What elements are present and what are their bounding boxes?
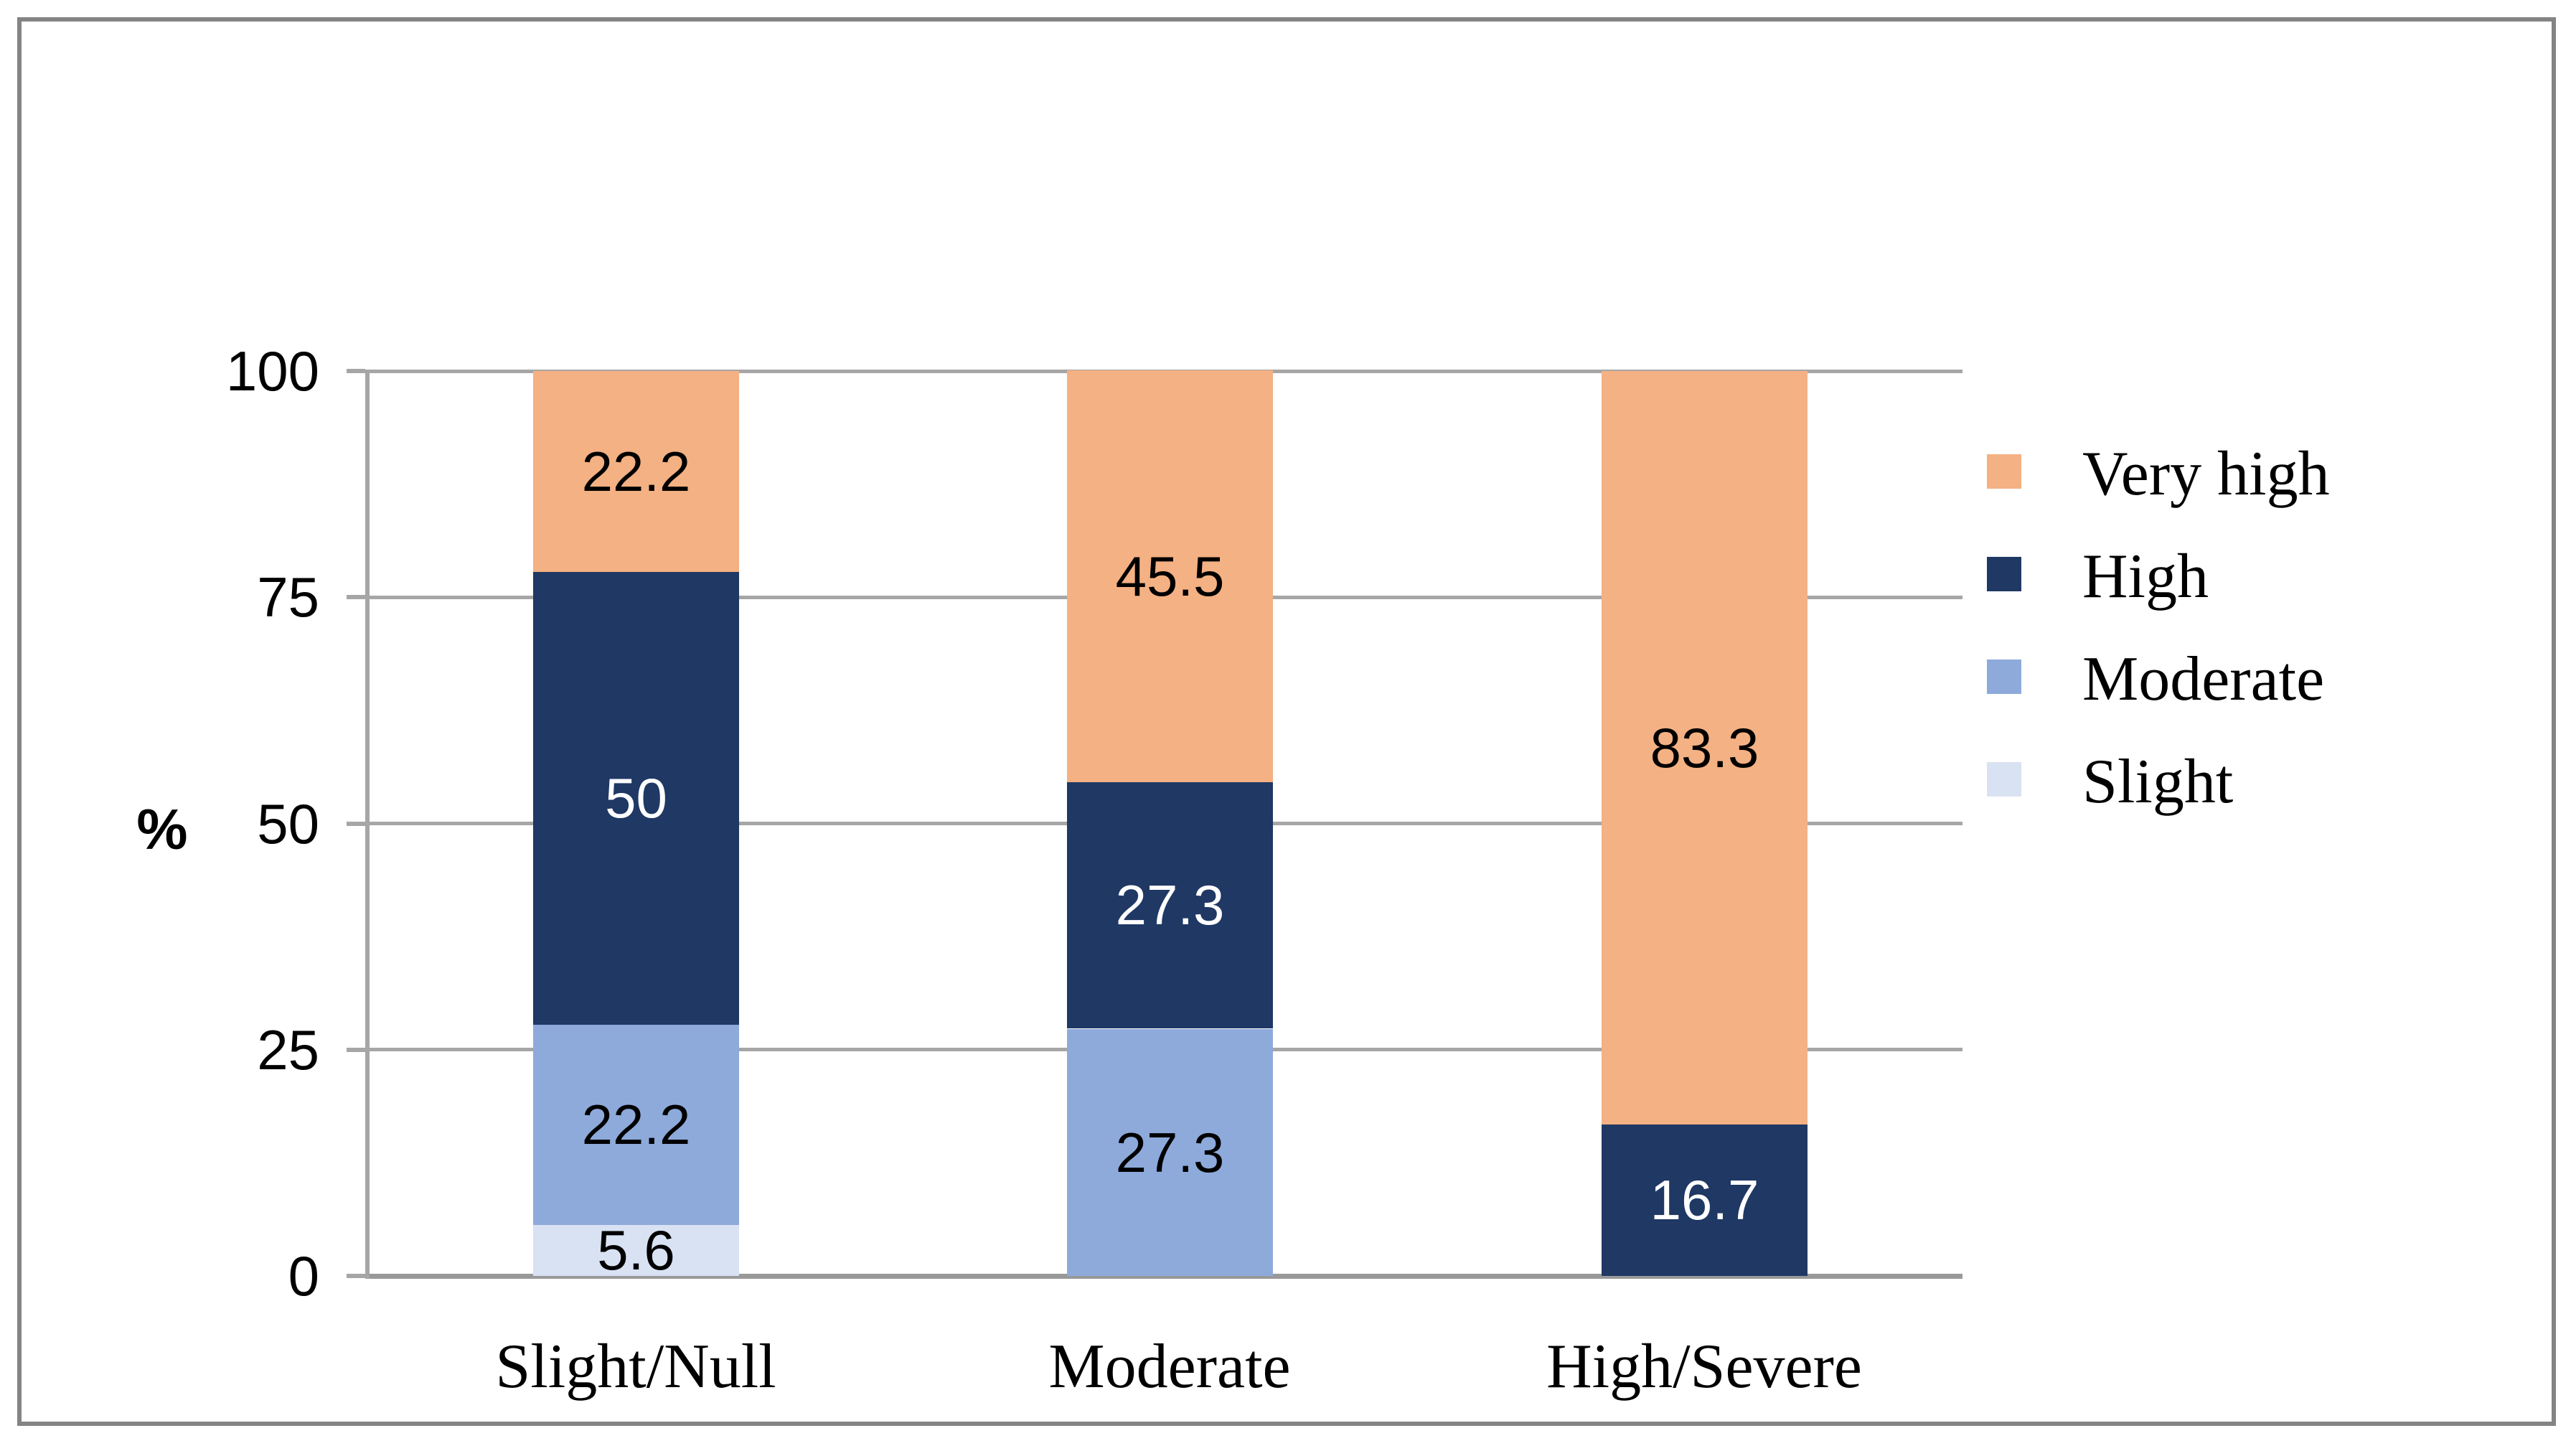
legend-item: High xyxy=(1987,545,2489,609)
legend-swatch xyxy=(1987,557,2021,591)
y-axis-title: % xyxy=(136,797,188,861)
bar-segment-label: 45.5 xyxy=(1115,545,1225,608)
y-tick-label: 0 xyxy=(288,1244,319,1307)
x-category-label: High/Severe xyxy=(1546,1332,1862,1402)
bar-segment-very-high: 83.3 xyxy=(1602,371,1808,1125)
y-tick-label: 75 xyxy=(257,565,319,629)
bar-segment-slight: 5.6 xyxy=(533,1219,739,1282)
bar-segment-label: 50 xyxy=(605,766,667,830)
figure-border xyxy=(17,17,2556,1426)
legend-swatch xyxy=(1987,762,2021,797)
bar-segment-label: 22.2 xyxy=(581,440,691,503)
legend-swatch xyxy=(1987,659,2021,694)
bar-segment-label: 16.7 xyxy=(1650,1168,1759,1231)
x-category-label: Slight/Null xyxy=(495,1332,776,1402)
bar-segment-moderate: 27.3 xyxy=(1067,1029,1273,1276)
y-axis-tick xyxy=(347,1048,365,1052)
bar-segment-very-high: 22.2 xyxy=(533,371,739,572)
bar-segment-high: 50 xyxy=(533,572,739,1025)
x-category-label: Moderate xyxy=(1048,1332,1291,1402)
legend-item: Very high xyxy=(1987,443,2489,506)
y-axis-tick xyxy=(347,822,365,826)
bar-column: 16.7 83.3 xyxy=(1602,371,1808,1276)
bar-segment-moderate: 22.2 xyxy=(533,1024,739,1225)
bar-column: 5.6 22.2 50 22.2 xyxy=(533,371,739,1282)
y-axis-tick xyxy=(347,369,365,373)
y-tick-label: 25 xyxy=(257,1018,319,1081)
y-axis-tick xyxy=(347,595,365,599)
y-axis-line xyxy=(365,371,370,1279)
bar-segment-label: 27.3 xyxy=(1115,1121,1225,1184)
y-tick-label: 100 xyxy=(225,339,319,403)
bar-segment-high: 27.3 xyxy=(1067,781,1273,1028)
bar-segment-high: 16.7 xyxy=(1602,1125,1808,1276)
legend-label: Very high xyxy=(2082,439,2330,509)
legend-label: High xyxy=(2082,542,2209,611)
bar-segment-label: 27.3 xyxy=(1115,873,1225,936)
legend-swatch xyxy=(1987,454,2021,489)
bar-segment-label: 83.3 xyxy=(1650,716,1759,779)
legend-label: Slight xyxy=(2082,747,2234,817)
y-axis-tick xyxy=(347,1274,365,1278)
bar-segment-label: 5.6 xyxy=(597,1219,675,1282)
legend-item: Slight xyxy=(1987,751,2489,814)
bar-column: 27.3 27.3 45.5 xyxy=(1067,370,1273,1276)
y-tick-label: 50 xyxy=(257,792,319,855)
x-axis-line xyxy=(365,1274,1962,1279)
bar-segment-label: 22.2 xyxy=(581,1093,691,1156)
legend-item: Moderate xyxy=(1987,648,2489,711)
bar-segment-very-high: 45.5 xyxy=(1067,370,1273,782)
legend-label: Moderate xyxy=(2082,644,2325,714)
